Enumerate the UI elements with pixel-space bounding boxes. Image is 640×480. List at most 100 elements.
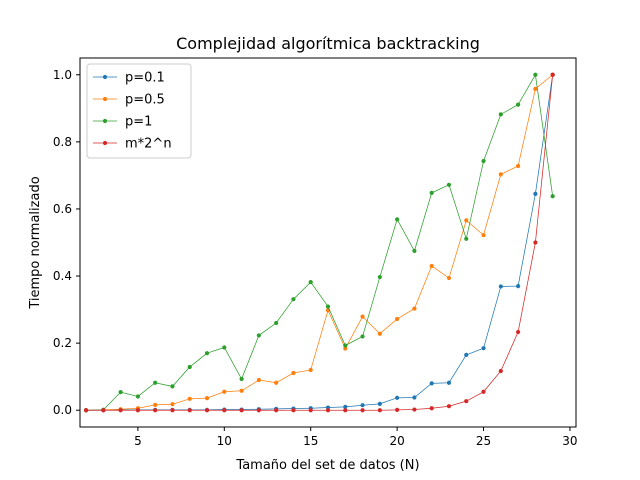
data-point <box>516 284 521 289</box>
data-point <box>412 248 417 253</box>
data-point <box>187 396 192 401</box>
data-point <box>256 408 261 413</box>
data-point <box>533 86 538 91</box>
data-point <box>446 404 452 409</box>
legend-swatch-marker <box>102 96 108 102</box>
data-point <box>274 408 279 413</box>
x-tick-label: 15 <box>303 434 318 448</box>
data-point <box>395 395 400 400</box>
x-tick-label: 5 <box>134 434 142 448</box>
data-point <box>550 194 555 199</box>
legend-label: m*2^n <box>125 137 172 152</box>
data-point <box>291 297 296 302</box>
data-point <box>222 408 227 413</box>
y-tick-label: 0.2 <box>53 336 72 350</box>
data-point <box>325 408 331 413</box>
data-point <box>308 279 313 285</box>
x-tick-label: 25 <box>476 434 491 448</box>
chart-title: Complejidad algorítmica backtracking <box>176 34 480 53</box>
x-tick-label: 20 <box>389 434 404 448</box>
data-point <box>412 395 417 400</box>
data-point <box>187 364 192 370</box>
data-point <box>256 333 261 338</box>
data-point <box>429 381 434 386</box>
data-point <box>498 112 503 117</box>
data-point <box>222 389 227 394</box>
data-point <box>446 380 452 385</box>
data-point <box>533 191 538 196</box>
data-point <box>325 304 331 309</box>
data-point <box>377 274 382 280</box>
data-point <box>343 343 348 348</box>
data-point <box>550 72 555 77</box>
data-point <box>204 408 210 413</box>
data-point <box>481 233 486 238</box>
data-point <box>170 384 175 389</box>
data-point <box>498 172 503 177</box>
data-point <box>204 396 210 401</box>
data-point <box>101 408 106 413</box>
data-point <box>118 390 123 395</box>
legend-swatch-marker <box>102 74 108 80</box>
data-point <box>481 158 486 164</box>
y-tick-label: 0.0 <box>53 403 72 417</box>
y-tick-label: 0.4 <box>53 269 72 283</box>
data-point <box>274 320 279 326</box>
data-point <box>360 403 365 408</box>
data-point <box>516 163 521 169</box>
y-tick-label: 0.8 <box>53 135 72 149</box>
data-point <box>153 408 158 413</box>
legend-item: m*2^n <box>93 137 172 152</box>
x-axis-label: Tamaño del set de datos (N) <box>235 458 419 473</box>
data-point <box>429 190 434 195</box>
data-point <box>377 408 382 413</box>
data-point <box>377 331 382 336</box>
series-line <box>86 73 554 411</box>
data-point <box>395 316 400 322</box>
series-line <box>86 74 553 411</box>
x-tick-label: 10 <box>217 434 232 448</box>
legend-box <box>86 63 192 159</box>
legend-swatch-marker <box>102 118 108 124</box>
series-line <box>86 74 554 411</box>
data-point <box>481 389 486 394</box>
legend-label: p=0.1 <box>125 71 165 86</box>
data-point <box>222 345 227 350</box>
legend-swatch-marker <box>102 140 108 146</box>
data-point <box>533 240 538 245</box>
data-point <box>170 408 175 413</box>
data-point <box>135 394 140 399</box>
data-point <box>360 334 365 339</box>
legend: p=0.1 p=0.5 p=1 m*2^n <box>86 63 192 159</box>
data-point <box>343 408 348 413</box>
series-p-1 <box>83 72 555 413</box>
data-point <box>343 404 348 409</box>
data-point <box>170 402 175 407</box>
data-point <box>395 217 400 222</box>
data-point <box>204 351 210 356</box>
data-point <box>256 377 261 383</box>
data-point <box>412 407 417 412</box>
data-point <box>274 380 279 385</box>
data-point <box>187 408 192 413</box>
data-point <box>291 408 296 413</box>
data-point <box>239 388 244 393</box>
data-point <box>498 284 503 289</box>
x-tick-label: 30 <box>562 434 577 448</box>
data-point <box>377 401 382 406</box>
y-tick-label: 1.0 <box>53 68 72 82</box>
data-point <box>412 306 417 311</box>
data-point <box>239 408 244 413</box>
plot-area <box>83 72 555 413</box>
legend-item: p=1 <box>93 115 152 130</box>
data-point <box>446 275 452 281</box>
legend-label: p=1 <box>125 115 152 130</box>
data-point <box>118 408 123 413</box>
data-point <box>429 263 434 269</box>
series-m-2-n <box>83 72 555 413</box>
data-point <box>308 367 313 373</box>
data-point <box>395 407 400 412</box>
data-point <box>83 408 89 413</box>
data-point <box>464 352 469 357</box>
data-point <box>153 380 158 385</box>
